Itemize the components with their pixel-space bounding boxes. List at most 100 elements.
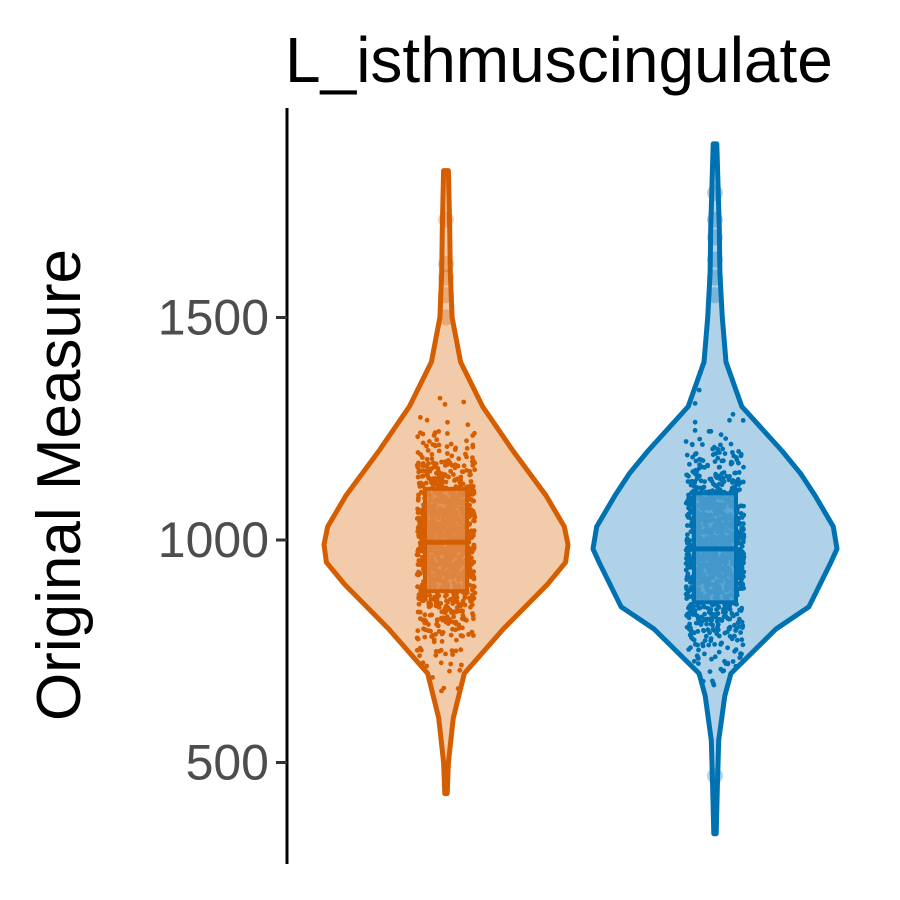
jitter-point — [727, 474, 732, 479]
jitter-point — [719, 618, 725, 623]
jitter-point — [450, 601, 456, 606]
jitter-point — [685, 498, 690, 504]
jitter-point — [458, 474, 464, 480]
jitter-point — [461, 463, 467, 469]
jitter-point — [467, 468, 473, 474]
jitter-point — [686, 552, 692, 558]
jitter-point — [430, 675, 435, 680]
jitter-point — [445, 474, 451, 480]
jitter-point — [471, 488, 477, 494]
jitter-point — [730, 659, 736, 664]
jitter-point — [714, 631, 720, 637]
jitter-point — [434, 622, 440, 628]
jitter-point — [683, 584, 689, 589]
jitter-point — [429, 456, 435, 462]
jitter-point — [689, 442, 695, 448]
jitter-point — [461, 399, 467, 405]
jitter-point — [436, 442, 442, 448]
jitter-point — [698, 464, 703, 469]
jitter-point — [718, 432, 724, 438]
jitter-point — [471, 559, 477, 565]
jitter-point — [730, 613, 736, 618]
jitter-point — [415, 474, 421, 480]
jitter-point — [715, 627, 721, 633]
jitter-point — [711, 682, 717, 688]
jitter-point — [470, 442, 476, 448]
jitter-point — [722, 630, 728, 636]
jitter-point — [712, 459, 718, 464]
jitter-point — [457, 667, 463, 673]
jitter-point — [466, 632, 471, 637]
jitter-point — [709, 656, 714, 662]
jitter-point — [692, 428, 698, 433]
jitter-point — [467, 595, 472, 601]
jitter-point — [737, 521, 743, 526]
jitter-point — [433, 461, 439, 467]
jitter-point — [720, 446, 726, 452]
jitter-point — [708, 616, 714, 621]
jitter-point — [424, 663, 430, 669]
jitter-point — [705, 627, 711, 633]
jitter-point — [428, 628, 433, 634]
jitter-point — [426, 461, 431, 466]
outlier-point — [707, 251, 723, 268]
jitter-point — [471, 533, 476, 538]
jitter-point — [702, 617, 708, 622]
jitter-point — [462, 617, 468, 623]
jitter-point — [416, 469, 422, 475]
jitter-point — [689, 479, 695, 485]
outlier-point — [438, 269, 454, 286]
jitter-point — [736, 470, 742, 475]
jitter-point — [710, 678, 715, 684]
jitter-point — [687, 626, 692, 632]
jitter-point — [472, 460, 478, 466]
jitter-point — [414, 462, 420, 468]
jitter-point — [718, 442, 723, 448]
jitter-point — [700, 643, 706, 649]
jitter-point — [705, 605, 711, 611]
jitter-point — [415, 628, 421, 634]
jitter-point — [737, 487, 742, 492]
jitter-point — [737, 586, 742, 592]
jitter-point — [472, 467, 478, 473]
jitter-point — [470, 498, 476, 504]
jitter-point — [727, 607, 733, 612]
jitter-point — [463, 451, 468, 457]
jitter-point — [471, 513, 477, 519]
jitter-point — [684, 472, 689, 478]
jitter-point — [460, 625, 465, 631]
jitter-point — [713, 451, 719, 456]
jitter-point — [686, 594, 692, 600]
jitter-point — [699, 619, 704, 625]
jitter-point — [472, 430, 477, 436]
jitter-point — [684, 547, 690, 553]
jitter-point — [447, 460, 453, 466]
jitter-point — [425, 473, 431, 479]
outlier-point — [707, 229, 723, 246]
jitter-point — [693, 467, 698, 473]
jitter-point — [414, 647, 420, 653]
jitter-point — [687, 461, 692, 467]
outlier-point — [438, 309, 454, 326]
jitter-point — [464, 438, 469, 444]
jitter-point — [737, 616, 742, 622]
jitter-point — [453, 445, 459, 451]
jitter-point — [738, 608, 744, 613]
jitter-point — [706, 429, 712, 434]
jitter-point — [458, 647, 464, 653]
jitter-point — [416, 592, 422, 598]
jitter-point — [471, 616, 476, 622]
jitter-point — [440, 630, 446, 635]
jitter-point — [684, 452, 690, 458]
jitter-point — [706, 642, 712, 648]
jitter-point — [729, 460, 735, 466]
jitter-point — [738, 503, 744, 509]
jitter-point — [449, 453, 455, 459]
jitter-point — [721, 614, 727, 620]
jitter-point — [712, 642, 717, 647]
jitter-point — [428, 596, 434, 602]
jitter-point — [438, 615, 444, 621]
jitter-point — [736, 449, 741, 454]
jitter-point — [696, 387, 702, 393]
